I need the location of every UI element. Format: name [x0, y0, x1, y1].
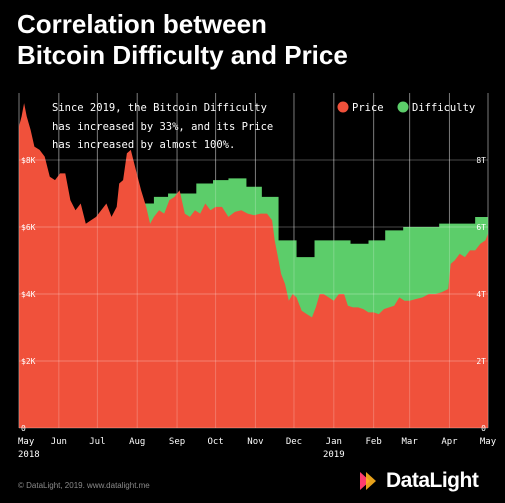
annotation-line-2: has increased by 33%, and its Price: [52, 121, 273, 133]
x-tick-label: May: [480, 437, 497, 447]
x-tick-label: Mar: [401, 437, 418, 447]
datalight-logo: DataLight: [358, 466, 479, 496]
x-tick-label: Jan: [326, 437, 342, 447]
y-left-tick-label: 0: [21, 424, 26, 433]
chart-areas: [19, 103, 488, 428]
y-left-tick-label: $8K: [21, 156, 36, 165]
chart-title: Correlation between Bitcoin Difficulty a…: [17, 9, 497, 71]
annotation-line-1: Since 2019, the Bitcoin Difficulty: [52, 102, 267, 114]
y-right-tick-label: 2T: [476, 357, 486, 366]
y-left-tick-label: $2K: [21, 357, 36, 366]
footer-credit: © DataLight, 2019. www.datalight.me: [18, 481, 150, 490]
legend-difficulty-label: Difficulty: [412, 102, 475, 114]
x-tick-label: Jul: [89, 437, 105, 447]
logo-text: DataLight: [386, 469, 479, 492]
annotation-line-3: has increased by almost 100%.: [52, 139, 235, 151]
x-tick-label: Dec: [286, 437, 302, 447]
x-tick-label: May: [18, 437, 35, 447]
y-axis: 0 0 $2K 2T $4K 4T $6K 6T $8K 8T: [18, 93, 489, 433]
chart-title-line-1: Correlation between: [17, 9, 267, 39]
x-tick-label: Aug: [129, 437, 145, 447]
x-tick-label: Oct: [207, 437, 223, 447]
x-tick-year-label: 2019: [323, 450, 345, 460]
y-left-tick-label: $6K: [21, 223, 36, 232]
chart-legend: Price Difficulty: [337, 101, 475, 114]
x-tick-year-label: 2018: [18, 450, 40, 460]
datalight-logo-icon: [360, 472, 376, 490]
x-tick-label: Sep: [169, 437, 185, 447]
legend-price-marker: [337, 101, 349, 113]
series-price-area: [19, 103, 488, 428]
x-axis: May 2018 Jun Jul Aug Sep Oct Nov Dec Jan 2019 Feb Ma…: [18, 437, 497, 460]
legend-price-label: Price: [352, 102, 384, 114]
x-tick-label: Jun: [51, 437, 67, 447]
y-left-tick-label: $4K: [21, 290, 36, 299]
y-right-tick-label: 0: [481, 424, 486, 433]
x-tick-label: Nov: [247, 437, 263, 447]
legend-difficulty-marker: [397, 101, 409, 113]
y-right-tick-label: 8T: [476, 156, 486, 165]
y-right-tick-label: 6T: [476, 223, 486, 232]
y-right-tick-label: 4T: [476, 290, 486, 299]
x-tick-label: Feb: [366, 437, 382, 447]
chart-title-line-2: Bitcoin Difficulty and Price: [17, 40, 348, 70]
x-tick-label: Apr: [441, 437, 458, 447]
